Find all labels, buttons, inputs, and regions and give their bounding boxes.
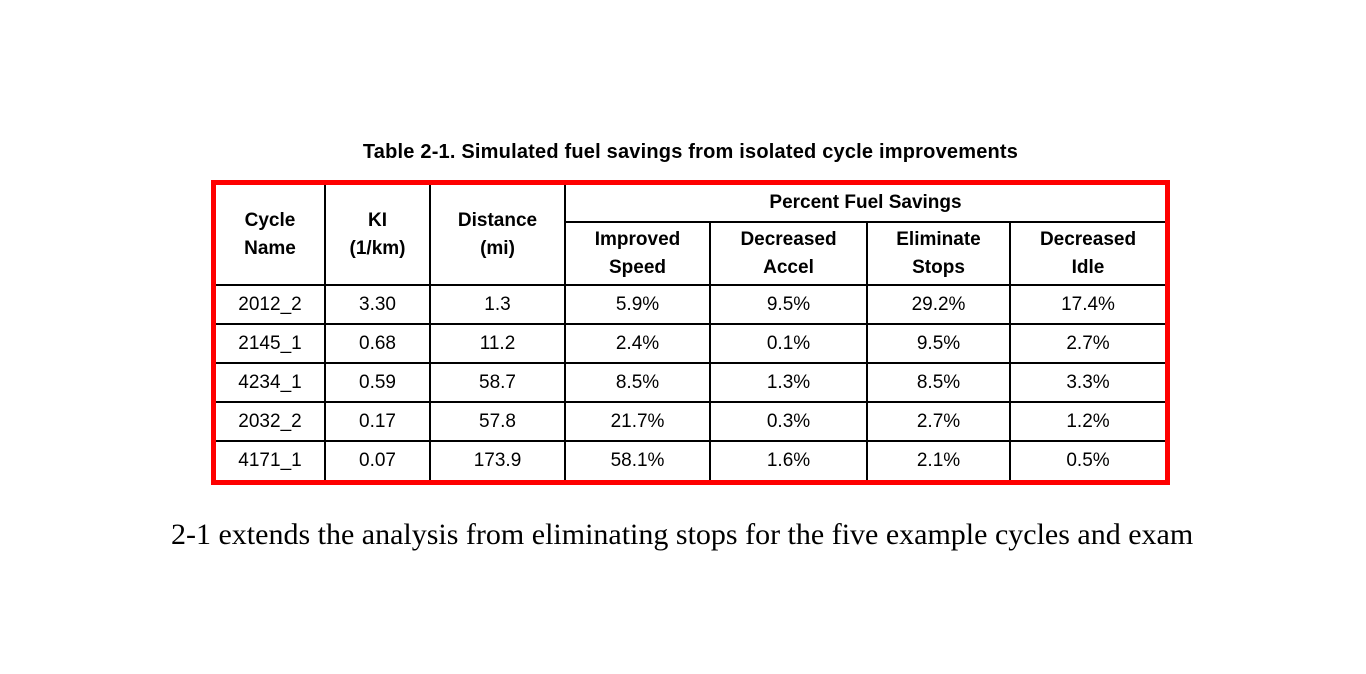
table-cell: 2.4%	[564, 323, 711, 364]
table-cell: 0.07	[324, 440, 431, 480]
header-line: KI	[368, 209, 387, 231]
table-row: 4171_1 0.07 173.9 58.1% 1.6% 2.1% 0.5%	[216, 440, 1165, 480]
header-line: Cycle	[244, 209, 296, 231]
column-header-improved-speed: Improved Speed	[565, 221, 711, 286]
table-row: 2032_2 0.17 57.8 21.7% 0.3% 2.7% 1.2%	[216, 401, 1165, 442]
header-line: Eliminate	[896, 228, 981, 250]
group-header-percent-fuel-savings: Percent Fuel Savings	[564, 185, 1165, 223]
column-header-eliminate-stops: Eliminate Stops	[866, 221, 1011, 286]
table-cell: 57.8	[429, 401, 566, 442]
header-line: Stops	[912, 256, 965, 278]
table-cell: 1.6%	[709, 440, 868, 480]
table-cell: 0.1%	[709, 323, 868, 364]
column-header-decreased-idle: Decreased Idle	[1009, 221, 1165, 286]
table-cell: 58.7	[429, 362, 566, 403]
table-cell: 8.5%	[866, 362, 1011, 403]
table-cell: 0.17	[324, 401, 431, 442]
column-header-decreased-accel: Decreased Accel	[709, 221, 868, 286]
table-cell: 2.7%	[866, 401, 1011, 442]
fuel-savings-table-frame: Cycle Name KI (1/km) Distance (mi) Perce…	[211, 180, 1170, 485]
header-line: Improved	[594, 228, 681, 250]
table-cell: 58.1%	[564, 440, 711, 480]
table-cell: 2032_2	[216, 401, 326, 442]
header-line: Accel	[763, 256, 814, 278]
table-cell: 2.7%	[1009, 323, 1165, 364]
table-cell: 1.3%	[709, 362, 868, 403]
table-cell: 9.5%	[709, 284, 868, 325]
table-cell: 1.3	[429, 284, 566, 325]
table-cell: 17.4%	[1009, 284, 1165, 325]
table-cell: 5.9%	[564, 284, 711, 325]
header-line: Decreased	[1039, 228, 1137, 250]
header-line: Distance	[457, 209, 538, 231]
table-cell: 2012_2	[216, 284, 326, 325]
header-line: Speed	[608, 256, 667, 278]
table-cell: 0.68	[324, 323, 431, 364]
table-caption: Table 2-1. Simulated fuel savings from i…	[362, 141, 1019, 163]
header-line: Name	[244, 237, 296, 259]
table-cell: 29.2%	[866, 284, 1011, 325]
fuel-savings-table: Cycle Name KI (1/km) Distance (mi) Perce…	[216, 185, 1165, 480]
table-cell: 21.7%	[564, 401, 711, 442]
paragraph-text: 2-1 extends the analysis from eliminatin…	[171, 518, 1194, 551]
table-cell: 1.2%	[1009, 401, 1165, 442]
table-cell: 8.5%	[564, 362, 711, 403]
table-cell: 2.1%	[866, 440, 1011, 480]
table-row: 2145_1 0.68 11.2 2.4% 0.1% 9.5% 2.7%	[216, 323, 1165, 364]
table-cell: 3.30	[324, 284, 431, 325]
header-line: (mi)	[480, 237, 515, 259]
table-row: 2012_2 3.30 1.3 5.9% 9.5% 29.2% 17.4%	[216, 284, 1165, 325]
table-cell: 173.9	[429, 440, 566, 480]
header-line: Idle	[1071, 256, 1105, 278]
table-cell: 4234_1	[216, 362, 326, 403]
header-line: (1/km)	[349, 237, 406, 259]
table-cell: 0.5%	[1009, 440, 1165, 480]
table-cell: 9.5%	[866, 323, 1011, 364]
table-cell: 0.3%	[709, 401, 868, 442]
table-cell: 11.2	[429, 323, 566, 364]
table-cell: 3.3%	[1009, 362, 1165, 403]
column-header-ki: KI (1/km)	[324, 185, 431, 286]
table-cell: 2145_1	[216, 323, 326, 364]
header-line: Decreased	[740, 228, 837, 250]
column-header-distance: Distance (mi)	[429, 185, 566, 286]
table-cell: 0.59	[324, 362, 431, 403]
table-cell: 4171_1	[216, 440, 326, 480]
column-header-cycle-name: Cycle Name	[216, 185, 326, 286]
table-row: 4234_1 0.59 58.7 8.5% 1.3% 8.5% 3.3%	[216, 362, 1165, 403]
